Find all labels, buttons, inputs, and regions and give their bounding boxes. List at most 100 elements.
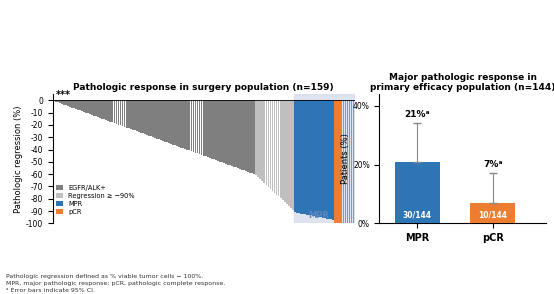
Bar [229,100,231,165]
Bar [63,100,65,105]
Bar [160,100,162,140]
Bar [288,100,290,206]
Text: 21%ᵃ: 21%ᵃ [404,110,430,119]
Bar [75,100,77,109]
Bar [284,100,285,202]
Bar [166,100,168,142]
Bar [85,100,87,113]
Bar [270,100,271,189]
Text: MPR: MPR [309,211,330,220]
Bar [280,100,281,198]
Bar [132,100,134,130]
Bar [296,100,297,213]
Bar [199,100,201,154]
Bar [181,100,182,148]
Bar [320,100,322,217]
Bar [116,100,117,124]
Bar [193,100,194,152]
Bar [324,100,326,218]
Bar [318,100,320,217]
Bar [89,100,91,114]
Bar [114,100,115,123]
Bar [55,100,57,102]
Bar [294,94,355,223]
Bar [197,100,198,153]
Bar [351,100,352,223]
Bar [300,100,302,213]
Bar [255,100,257,176]
Bar [221,100,223,162]
Bar [91,100,93,115]
Bar [207,100,208,157]
Bar [105,100,107,120]
Bar [265,100,268,185]
Bar [101,100,103,118]
Bar [148,100,150,136]
Bar [140,100,142,133]
Bar [104,100,105,119]
Bar [215,100,217,160]
Title: Major pathologic response in
primary efficacy population (n=144): Major pathologic response in primary eff… [370,73,554,92]
Bar [330,100,332,219]
Bar [93,100,95,116]
Bar [310,100,312,216]
Bar [182,100,184,148]
Bar [338,100,340,223]
Bar [252,100,253,173]
Bar [130,100,131,129]
Bar [225,100,227,164]
Bar [217,100,219,161]
Bar [95,100,97,116]
Bar [65,100,66,105]
Bar [394,162,440,223]
Bar [268,100,269,187]
Bar [312,100,314,216]
Bar [126,100,127,128]
Bar [57,100,59,102]
Bar [345,100,346,223]
Bar [227,100,229,165]
Bar [247,100,249,172]
Bar [209,100,211,158]
Bar [335,100,336,223]
Bar [302,100,304,214]
Bar [213,100,214,159]
Bar [187,100,188,150]
Bar [239,100,241,169]
Bar [211,100,213,158]
Bar [146,100,148,135]
Bar [271,100,274,191]
Bar [128,100,130,128]
Bar [237,100,239,168]
Bar [172,100,174,145]
Bar [150,100,152,136]
Bar [470,203,515,223]
Bar [83,100,85,112]
Bar [107,100,109,121]
Bar [231,100,233,166]
Bar [264,100,265,183]
Bar [201,100,202,155]
Bar [290,100,291,208]
Bar [176,100,178,146]
Bar [156,100,158,138]
Bar [203,100,204,156]
Y-axis label: Pathologic regression (%): Pathologic regression (%) [14,105,23,213]
Bar [241,100,243,170]
Bar [124,100,125,127]
Bar [81,100,83,111]
Bar [332,100,334,220]
Bar [188,100,191,151]
Bar [336,100,338,223]
Bar [235,100,237,168]
Bar [322,100,324,218]
Bar [292,100,294,210]
Bar [69,100,71,107]
Text: Primary endpoint: major pathologic response in: Primary endpoint: major pathologic respo… [8,20,368,33]
Bar [342,100,345,223]
Bar [99,100,101,118]
Bar [170,100,172,144]
Bar [314,100,316,216]
Bar [194,100,197,153]
Bar [282,100,284,200]
